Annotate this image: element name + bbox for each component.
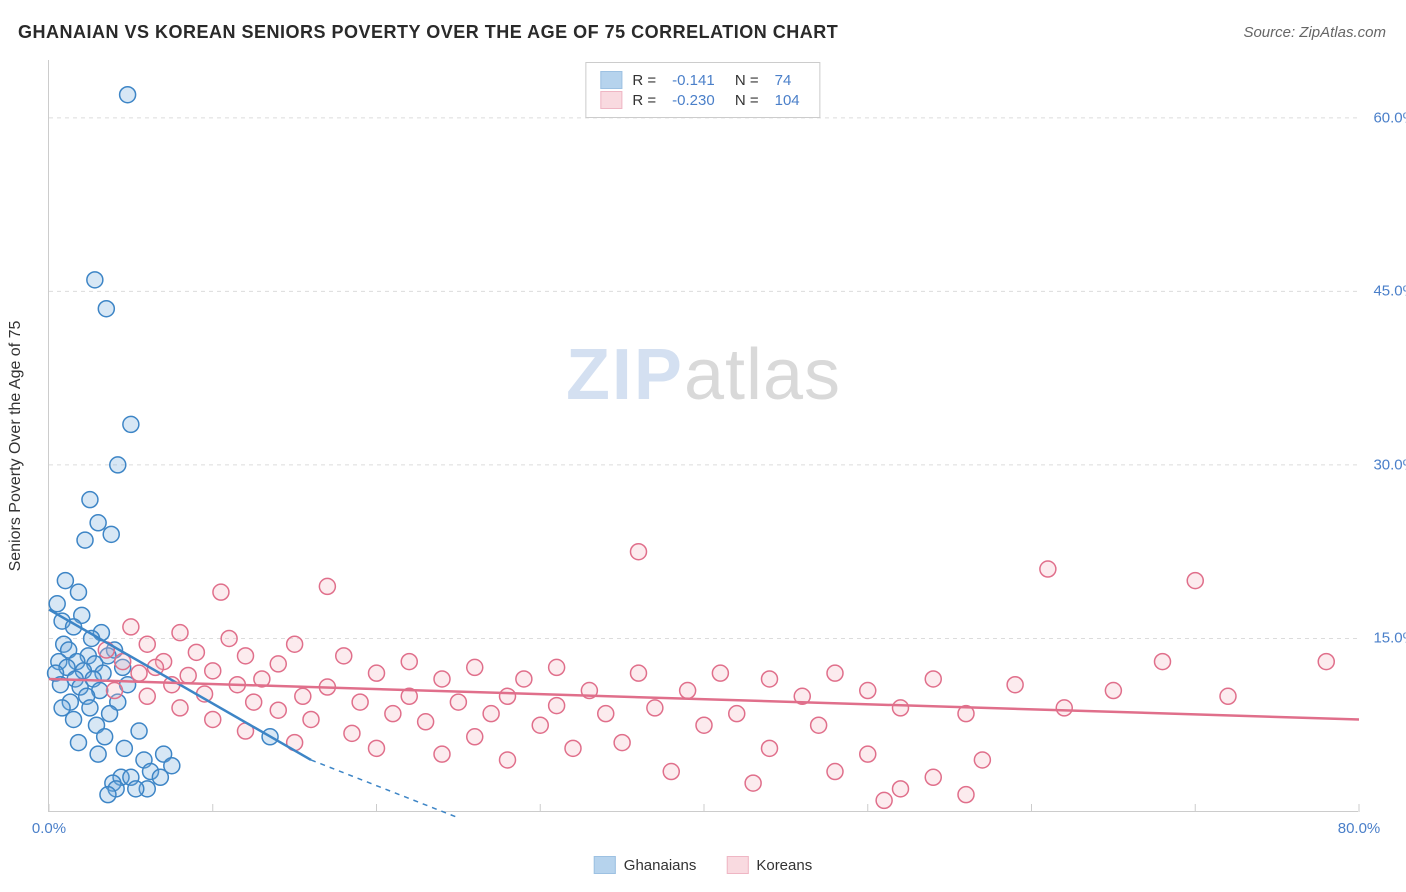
- legend-n-value: 74: [775, 72, 792, 89]
- x-tick-label: 80.0%: [1338, 820, 1381, 837]
- legend-n-label: N =: [731, 72, 759, 89]
- legend-r-value: -0.230: [672, 92, 715, 109]
- source-attribution: Source: ZipAtlas.com: [1243, 24, 1386, 41]
- chart-title: GHANAIAN VS KOREAN SENIORS POVERTY OVER …: [18, 22, 838, 43]
- x-tick-label: 0.0%: [32, 820, 66, 837]
- regression-layer: [49, 60, 1358, 811]
- legend-swatch: [600, 71, 622, 89]
- legend-row: R = -0.141 N = 74: [600, 71, 805, 89]
- correlation-legend: R = -0.141 N = 74 R = -0.230 N = 104: [585, 62, 820, 118]
- series-legend-item: Ghanaians: [594, 856, 697, 874]
- y-tick-label: 60.0%: [1373, 109, 1406, 126]
- regression-extrapolation: [311, 760, 458, 818]
- series-name: Ghanaians: [624, 857, 697, 874]
- y-axis-label: Seniors Poverty Over the Age of 75: [7, 321, 25, 572]
- series-legend-item: Koreans: [726, 856, 812, 874]
- legend-swatch: [726, 856, 748, 874]
- y-tick-label: 45.0%: [1373, 283, 1406, 300]
- legend-n-value: 104: [775, 92, 800, 109]
- plot-area: ZIPatlas 15.0%30.0%45.0%60.0%0.0%80.0%: [48, 60, 1358, 812]
- legend-n-label: N =: [731, 92, 759, 109]
- legend-swatch: [594, 856, 616, 874]
- legend-r-value: -0.141: [672, 72, 715, 89]
- legend-r-label: R =: [632, 92, 656, 109]
- regression-line: [49, 679, 1359, 719]
- series-name: Koreans: [756, 857, 812, 874]
- y-tick-label: 15.0%: [1373, 630, 1406, 647]
- series-legend: Ghanaians Koreans: [594, 856, 812, 874]
- legend-row: R = -0.230 N = 104: [600, 91, 805, 109]
- y-tick-label: 30.0%: [1373, 456, 1406, 473]
- legend-r-label: R =: [632, 72, 656, 89]
- legend-swatch: [600, 91, 622, 109]
